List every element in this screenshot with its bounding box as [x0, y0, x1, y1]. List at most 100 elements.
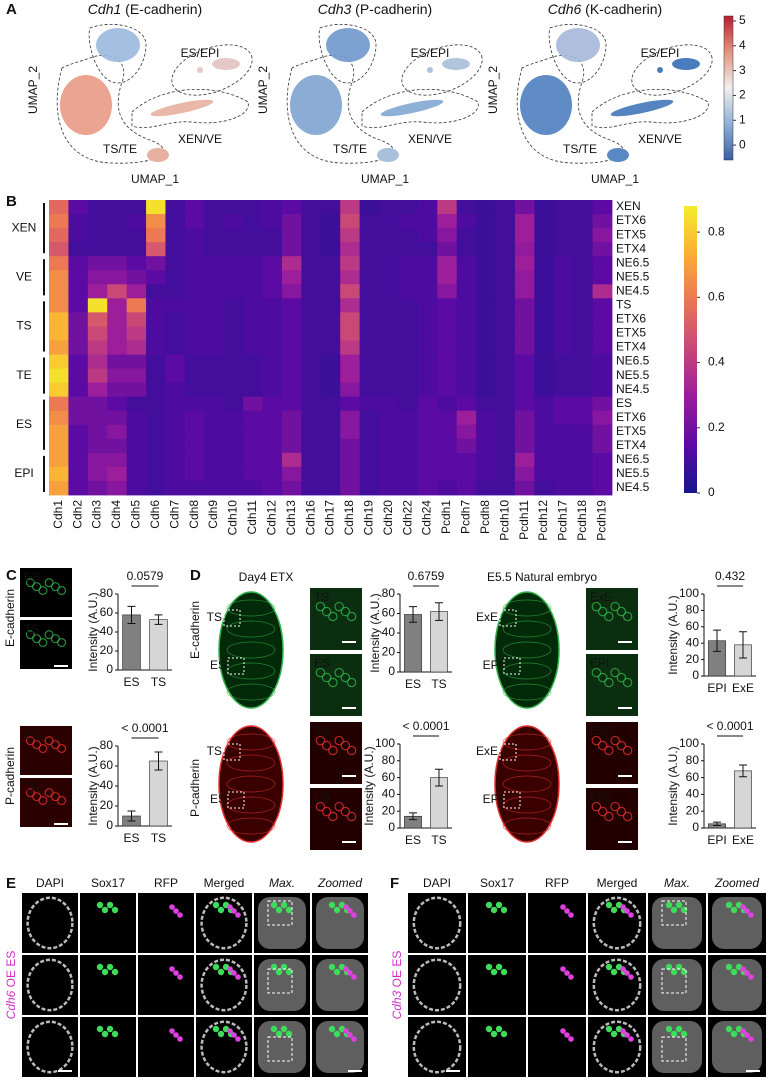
- heatmap-cell: [553, 424, 574, 440]
- heatmap-cell: [223, 340, 244, 355]
- heatmap-cell: [184, 382, 205, 398]
- rfp-cell: [560, 904, 566, 910]
- y-tick-label: 40: [686, 635, 700, 649]
- heatmap-cell: [281, 466, 302, 482]
- heatmap-cell: [476, 270, 496, 285]
- heatmap-cell: [262, 438, 283, 454]
- heatmap-cell: [184, 200, 205, 215]
- nuclei-ring: [26, 896, 74, 950]
- nuclei-ring: [200, 958, 248, 1012]
- heatmap-cell: [514, 228, 535, 243]
- heatmap-cell: [107, 256, 128, 271]
- cluster-outline: [56, 54, 164, 164]
- micrograph: [408, 893, 466, 953]
- y-axis-label: Intensity (A.U.): [368, 593, 382, 672]
- heatmap-cell: [223, 480, 244, 496]
- embryo-cell: [502, 733, 552, 751]
- rfp-cell: [560, 1028, 566, 1034]
- heatmap-cell: [534, 438, 555, 454]
- heatmap-cell: [204, 256, 225, 271]
- heatmap-cell: [437, 382, 458, 398]
- heatmap-cell: [456, 340, 477, 355]
- error-bar: [713, 629, 721, 652]
- condition-title: E5.5 Natural embryo: [487, 570, 597, 584]
- rfp-cell: [177, 912, 183, 918]
- rfp-cell: [620, 1028, 626, 1034]
- heatmap-cell: [68, 200, 89, 215]
- roi-box: [223, 743, 241, 761]
- heatmap-cell: [165, 228, 186, 243]
- heatmap-cell: [107, 214, 128, 229]
- colorbar-tick-label: 2: [739, 88, 746, 102]
- sox17-cell: [730, 968, 738, 976]
- heatmap-cell: [495, 480, 516, 496]
- column-label: Cdh4: [109, 500, 123, 529]
- micrograph-cell: [38, 744, 48, 754]
- heatmap-cell: [301, 214, 322, 229]
- heatmap-cell: [243, 214, 263, 229]
- heatmap-cell: [573, 340, 593, 355]
- heatmap-cell: [495, 354, 516, 369]
- heatmap-cell: [301, 354, 322, 369]
- colorbar-tick-label: 0: [739, 137, 746, 151]
- heatmap-cell: [281, 382, 302, 398]
- heatmap-cell: [456, 382, 477, 398]
- rfp-cell: [169, 904, 175, 910]
- umap-plot: [286, 24, 483, 164]
- heatmap-cell: [456, 438, 477, 454]
- sox17-cell: [285, 906, 293, 914]
- umap-plot: [56, 24, 253, 164]
- heatmap-cell: [398, 284, 419, 299]
- roi-box: [267, 900, 293, 926]
- heatmap-cell: [262, 340, 283, 355]
- heatmap-cell: [456, 466, 477, 482]
- heatmap-cell: [204, 284, 225, 299]
- heatmap-cell: [320, 214, 341, 229]
- heatmap-cell: [359, 368, 380, 384]
- heatmap-cell: [262, 396, 283, 412]
- heatmap-cell: [514, 438, 535, 454]
- gene-name: Cdh6: [4, 990, 18, 1019]
- heatmap-cell: [592, 354, 613, 369]
- micrograph-cell: [315, 801, 326, 812]
- micrograph-cell: [50, 792, 60, 802]
- roi-box: [267, 1036, 293, 1062]
- heatmap-cell: [495, 284, 516, 299]
- heatmap-cell: [107, 354, 128, 369]
- nuclei-ring: [26, 958, 74, 1012]
- heatmap-cell: [553, 312, 574, 327]
- nuclei-ring: [412, 958, 462, 1012]
- heatmap-cell: [359, 256, 380, 271]
- heatmap-cell: [165, 200, 186, 215]
- heatmap-cell: [301, 382, 322, 398]
- heatmap-cell: [534, 312, 555, 327]
- heatmap-cell: [107, 368, 128, 384]
- heatmap-cell: [437, 340, 458, 355]
- heatmap-cell: [476, 340, 496, 355]
- heatmap-cell: [223, 396, 244, 412]
- embryo-cell: [226, 662, 276, 680]
- heatmap-cell: [184, 270, 205, 285]
- embryo: [494, 725, 560, 843]
- cluster-label: ES/EPI: [641, 46, 680, 60]
- embryo-cell: [502, 817, 552, 835]
- micrograph-cell: [38, 586, 48, 596]
- heatmap-cell: [223, 214, 244, 229]
- heatmap-cell: [87, 256, 108, 271]
- heatmap-cell: [320, 312, 341, 327]
- heatmap-cell: [437, 354, 458, 369]
- heatmap-cell: [49, 480, 69, 496]
- bar: [734, 770, 752, 829]
- x-tick-label: EPI: [707, 681, 726, 695]
- sox17-cell: [270, 1025, 278, 1033]
- nuclei: [652, 959, 702, 1011]
- heatmap-cell: [146, 424, 166, 440]
- heatmap-cell: [476, 396, 496, 412]
- heatmap-cell: [476, 466, 496, 482]
- micrograph-cell: [616, 672, 627, 683]
- colorbar-tick-label: 0.2: [708, 420, 725, 434]
- rfp-cell: [231, 1032, 237, 1038]
- heatmap-cell: [243, 298, 263, 313]
- micrograph-cell: [44, 788, 54, 798]
- micrograph: [138, 955, 194, 1015]
